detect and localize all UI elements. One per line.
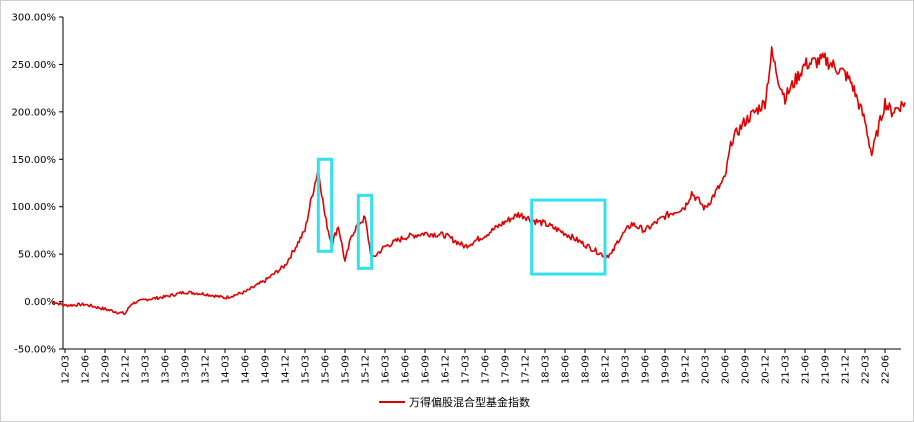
highlight-box bbox=[316, 157, 334, 253]
y-axis-ticks: 300.00% 250.00% 200.00% 150.00% 100.00% 50.00… bbox=[12, 13, 63, 356]
x-tick-label: 19-09 bbox=[661, 355, 672, 384]
x-tick-label: 17-03 bbox=[461, 355, 472, 384]
x-tick-label: 16-12 bbox=[441, 355, 452, 384]
x-tick-label: 12-12 bbox=[121, 355, 132, 384]
x-tick-label: 12-09 bbox=[101, 355, 112, 384]
x-tick-label: 16-03 bbox=[381, 355, 392, 384]
x-tick-label: 22-03 bbox=[861, 355, 872, 384]
highlight-boxes bbox=[316, 157, 607, 276]
x-tick-label: 18-09 bbox=[581, 355, 592, 384]
legend: 万得偏股混合型基金指数 bbox=[379, 393, 530, 411]
x-tick-label: 13-12 bbox=[201, 355, 212, 384]
x-tick-label: 14-12 bbox=[281, 355, 292, 384]
x-tick-label: 20-06 bbox=[721, 355, 732, 384]
x-tick-label: 19-12 bbox=[681, 355, 692, 384]
highlight-box bbox=[356, 193, 374, 270]
x-tick-label: 15-06 bbox=[321, 355, 332, 384]
x-tick-label: 17-12 bbox=[521, 355, 532, 384]
y-tick-label: 50.00% bbox=[18, 250, 56, 261]
x-axis-ticks: 12-03 12-06 12-09 12-12 13-03 13-06 13-09 13-12… bbox=[61, 349, 892, 384]
x-tick-label: 13-06 bbox=[161, 355, 172, 384]
x-tick-label: 13-09 bbox=[181, 355, 192, 384]
y-tick-label: 200.00% bbox=[12, 107, 57, 118]
x-tick-label: 21-06 bbox=[801, 355, 812, 384]
x-tick-label: 18-12 bbox=[601, 355, 612, 384]
x-tick-label: 17-09 bbox=[501, 355, 512, 384]
x-tick-label: 20-09 bbox=[741, 355, 752, 384]
x-tick-label: 22-06 bbox=[881, 355, 892, 384]
y-tick-label: -50.00% bbox=[14, 345, 56, 356]
x-tick-label: 17-06 bbox=[481, 355, 492, 384]
x-tick-label: 21-03 bbox=[781, 355, 792, 384]
x-tick-label: 20-03 bbox=[701, 355, 712, 384]
x-tick-label: 19-03 bbox=[621, 355, 632, 384]
legend-label: 万得偏股混合型基金指数 bbox=[409, 396, 530, 409]
x-tick-label: 15-12 bbox=[361, 355, 372, 384]
x-tick-label: 16-09 bbox=[421, 355, 432, 384]
legend-swatch bbox=[379, 401, 405, 403]
y-tick-label: 150.00% bbox=[12, 155, 57, 166]
x-tick-label: 21-12 bbox=[841, 355, 852, 384]
series-layer bbox=[51, 46, 906, 315]
x-tick-label: 15-09 bbox=[341, 355, 352, 384]
y-tick-label: 300.00% bbox=[12, 13, 57, 24]
y-tick-label: 0.00% bbox=[24, 297, 56, 308]
x-tick-label: 15-03 bbox=[301, 355, 312, 384]
y-tick-label: 250.00% bbox=[12, 60, 57, 71]
x-tick-label: 14-09 bbox=[261, 355, 272, 384]
x-tick-label: 18-06 bbox=[561, 355, 572, 384]
x-tick-label: 14-03 bbox=[221, 355, 232, 384]
y-tick-label: 100.00% bbox=[12, 202, 57, 213]
x-tick-label: 16-06 bbox=[401, 355, 412, 384]
x-tick-label: 20-12 bbox=[761, 355, 772, 384]
x-tick-label: 19-06 bbox=[641, 355, 652, 384]
x-tick-label: 13-03 bbox=[141, 355, 152, 384]
highlight-box bbox=[530, 198, 607, 276]
x-tick-label: 12-06 bbox=[81, 355, 92, 384]
x-tick-label: 14-06 bbox=[241, 355, 252, 384]
x-tick-label: 12-03 bbox=[61, 355, 72, 384]
series-line bbox=[51, 46, 906, 315]
axes bbox=[62, 17, 901, 350]
x-tick-label: 18-03 bbox=[541, 355, 552, 384]
x-tick-label: 21-09 bbox=[821, 355, 832, 384]
